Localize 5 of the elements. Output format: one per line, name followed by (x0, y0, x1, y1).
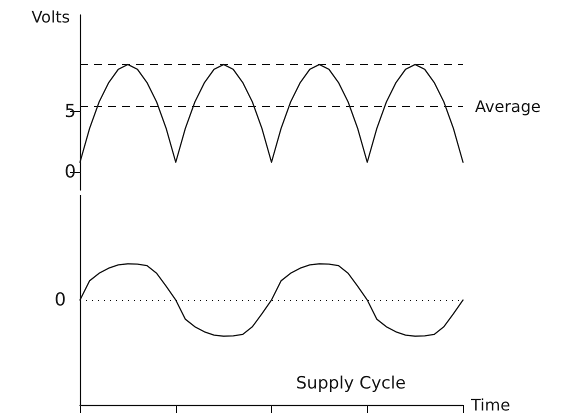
y-axis-title: Volts (31, 8, 70, 26)
x-axis-title: Time (470, 396, 510, 414)
ref-line-label: Average (475, 97, 541, 116)
text: Supply Cycle (296, 374, 406, 394)
y-tick-label: 5 (64, 101, 76, 122)
